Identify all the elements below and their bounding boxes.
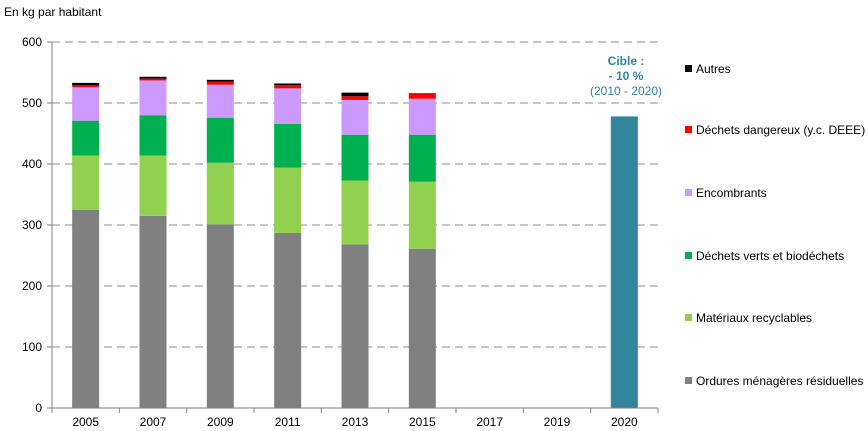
bar-2020-target [610,116,638,409]
y-tick-label-200: 200 [22,279,42,293]
bar-2015-series-0 [408,248,436,408]
bar-2005-series-2 [72,120,100,156]
bar-2009-series-1 [206,162,234,225]
bar-2015-series-1 [408,181,436,249]
target-label-line1: Cible : [608,54,645,68]
bar-2009-series-3 [206,84,234,118]
legend-label-5: Ordures ménagères résiduelles [696,374,863,388]
bar-2011-series-2 [274,123,302,168]
legend-label-0: Autres [696,62,731,76]
x-axis-ticks: 2005 2007 2009 2011 2013 2015 2017 2019 2020 [51,408,659,429]
y-axis-ticks: 0 100 200 300 400 500 600 [22,35,52,415]
y-axis-title: En kg par habitant [4,5,102,19]
axes [51,42,658,409]
x-tick-label-2005: 2005 [72,415,99,429]
legend-swatch-2 [685,189,692,196]
bar-2009-series-0 [206,224,234,408]
bar-2009-series-5 [206,79,234,82]
legend-label-4: Matériaux recyclables [696,311,812,325]
bar-2005-series-1 [72,155,100,210]
y-tick-label-300: 300 [22,218,42,232]
x-tick-label-2009: 2009 [207,415,234,429]
y-tick-label-0: 0 [35,401,42,415]
legend-swatch-3 [685,252,692,259]
bar-2013-series-2 [341,134,369,181]
bar-2013-series-4 [341,96,369,100]
y-tick-label-100: 100 [22,340,42,354]
bar-2007-series-0 [139,215,167,408]
bar-2013-series-1 [341,180,369,245]
bar-2015-series-2 [408,134,436,182]
target-annotation: Cible : - 10 % (2010 - 2020) [590,54,662,98]
bar-2005-series-5 [72,82,100,86]
x-tick-label-2011: 2011 [275,415,301,429]
x-tick-label-2015: 2015 [409,415,436,429]
bar-2007-series-3 [139,80,167,116]
bar-2011-series-3 [274,88,302,124]
legend-swatch-5 [685,377,692,384]
bar-2009-series-2 [206,117,234,163]
legend-swatch-0 [685,65,692,72]
bar-2015-series-4 [408,93,436,99]
legend-label-3: Déchets verts et biodéchets [696,249,844,263]
legend-label-2: Encombrants [696,186,767,200]
legend-swatch-1 [685,126,692,133]
x-tick-label-2019: 2019 [544,415,571,429]
y-tick-label-400: 400 [22,157,42,171]
legend-swatch-4 [685,314,692,321]
x-tick-label-2017: 2017 [476,415,503,429]
x-tick-label-2020: 2020 [611,415,638,429]
bar-2013-series-5 [341,92,369,97]
bars [72,76,638,409]
bar-2015-series-3 [408,98,436,135]
x-tick-label-2013: 2013 [342,415,369,429]
bar-2007-series-1 [139,155,167,216]
bar-2005-series-0 [72,209,100,408]
y-tick-label-600: 600 [22,35,42,49]
bar-2011-series-5 [274,83,302,86]
y-tick-label-500: 500 [22,96,42,110]
legend: Autres Déchets dangereux (y.c. DEEE) Encom… [685,62,865,388]
bar-2015-series-5 [408,93,436,94]
bar-2005-series-3 [72,87,100,121]
bar-2011-series-0 [274,232,302,408]
bar-2011-series-1 [274,167,302,233]
bar-2007-series-5 [139,76,167,79]
bar-2007-series-4 [139,78,167,81]
bar-2011-series-4 [274,85,302,89]
bar-2013-series-0 [341,244,369,408]
legend-label-1: Déchets dangereux (y.c. DEEE) [696,123,865,137]
bar-2013-series-3 [341,99,369,135]
bar-2005-series-4 [72,85,100,88]
target-label-line3: (2010 - 2020) [590,84,662,98]
bar-2009-series-4 [206,81,234,85]
target-label-line2: - 10 % [609,69,644,83]
x-tick-label-2007: 2007 [140,415,167,429]
bar-2007-series-2 [139,115,167,156]
